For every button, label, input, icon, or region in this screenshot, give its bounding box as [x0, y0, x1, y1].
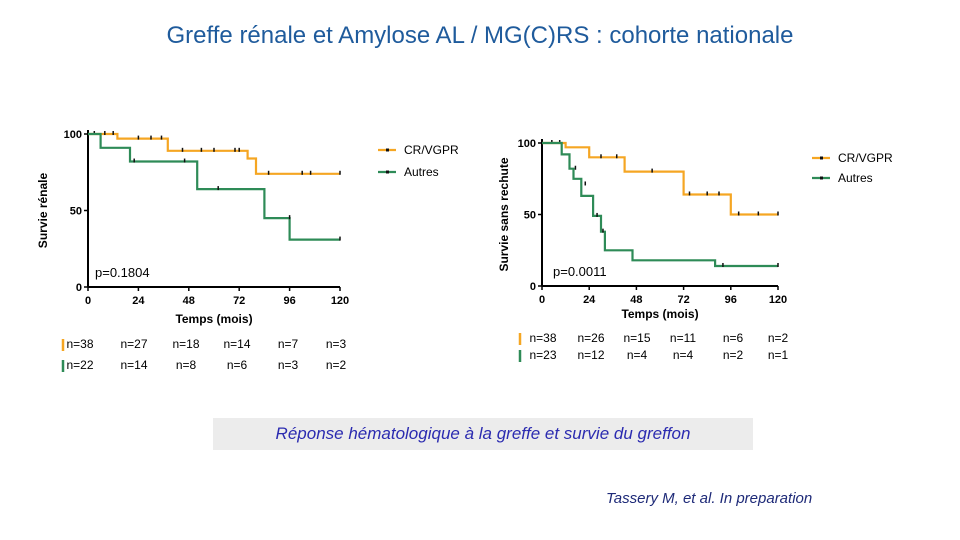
at-risk-count: n=2 [723, 348, 744, 362]
x-axis-label: Temps (mois) [175, 312, 252, 326]
at-risk-count: n=11 [670, 331, 696, 345]
at-risk-count: n=6 [723, 331, 744, 345]
citation: Tassery M, et al. In preparation [606, 490, 813, 507]
y-tick-label: 0 [76, 282, 82, 294]
legend-marker [820, 156, 823, 160]
x-tick-label: 72 [233, 295, 245, 307]
y-axis-label: Survie rénale [36, 172, 50, 248]
y-tick-label: 0 [530, 281, 536, 293]
x-tick-label: 48 [630, 294, 642, 306]
x-tick-label: 24 [132, 295, 145, 307]
p-value: p=0.0011 [553, 264, 607, 279]
figure-caption: Réponse hématologique à la greffe et sur… [213, 418, 753, 450]
at-risk-count: n=8 [176, 358, 197, 372]
y-tick-label: 50 [70, 206, 82, 218]
y-tick-label: 100 [64, 129, 82, 141]
y-axis-label: Survie sans rechute [497, 157, 511, 271]
at-risk-count: n=18 [172, 337, 199, 351]
at-risk-count: n=3 [278, 358, 299, 372]
at-risk-count: n=27 [120, 337, 147, 351]
at-risk-count: n=12 [577, 348, 604, 362]
x-tick-label: 96 [283, 295, 295, 307]
x-tick-label: 24 [583, 294, 596, 306]
at-risk-count: n=38 [529, 331, 556, 345]
at-risk-count: n=26 [577, 331, 604, 345]
legend-label: CR/VGPR [838, 151, 893, 165]
p-value: p=0.1804 [95, 265, 150, 280]
legend-label: CR/VGPR [404, 143, 459, 157]
at-risk-count: n=22 [66, 358, 93, 372]
at-risk-count: n=7 [278, 337, 299, 351]
x-tick-label: 0 [539, 294, 545, 306]
at-risk-count: n=4 [627, 348, 648, 362]
at-risk-count: n=4 [673, 348, 694, 362]
legend-marker [386, 170, 389, 174]
at-risk-count: n=6 [227, 358, 248, 372]
y-tick-label: 50 [524, 210, 536, 222]
x-axis-label: Temps (mois) [621, 307, 698, 321]
km-curve-autres [88, 132, 340, 241]
at-risk-count: n=14 [120, 358, 147, 372]
y-tick-label: 100 [518, 138, 536, 150]
at-risk-count: n=2 [768, 331, 789, 345]
at-risk-count: n=23 [529, 348, 556, 362]
x-tick-label: 96 [725, 294, 737, 306]
km-curve-cr-vgpr [542, 141, 778, 216]
legend-label: Autres [404, 165, 439, 179]
at-risk-count: n=15 [623, 331, 650, 345]
km-chart-relapse-free-survival: 0 24 48 72 96 120 0 50 100 Survie sans rechute Tem… [497, 138, 893, 362]
km-chart-renal-survival: 0 24 48 72 96 120 0 50 100 Survie rénale Temps (mo… [36, 129, 459, 372]
at-risk-count: n=3 [326, 337, 347, 351]
at-risk-count: n=38 [66, 337, 93, 351]
at-risk-count: n=2 [326, 358, 347, 372]
slide-title: Greffe rénale et Amylose AL / MG(C)RS : … [166, 22, 794, 49]
x-tick-label: 48 [183, 295, 195, 307]
x-tick-label: 120 [331, 295, 349, 307]
at-risk-count: n=14 [223, 337, 250, 351]
at-risk-count: n=1 [768, 348, 789, 362]
legend-label: Autres [838, 171, 873, 185]
x-tick-label: 72 [677, 294, 689, 306]
legend-marker [820, 176, 823, 180]
km-curve-autres [542, 141, 778, 268]
x-tick-label: 120 [769, 294, 787, 306]
km-curve-cr-vgpr [88, 132, 340, 175]
x-tick-label: 0 [85, 295, 91, 307]
legend-marker [386, 148, 389, 152]
